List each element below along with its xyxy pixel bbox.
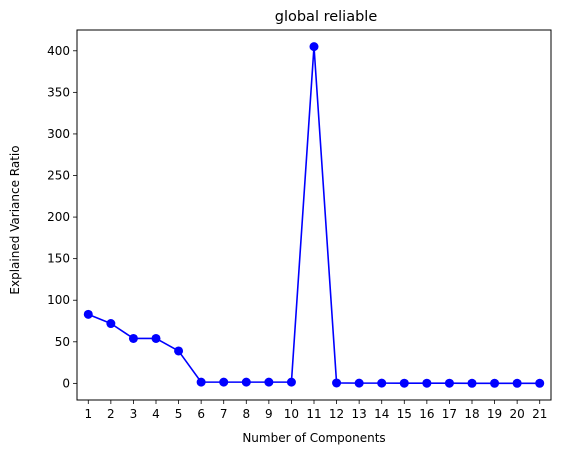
data-point xyxy=(355,379,364,388)
x-tick-label: 18 xyxy=(464,407,479,421)
series-line xyxy=(88,47,539,384)
data-point xyxy=(84,310,93,319)
y-tick-label: 0 xyxy=(62,376,70,390)
y-tick-label: 250 xyxy=(47,169,70,183)
x-tick-label: 5 xyxy=(175,407,183,421)
data-point xyxy=(197,378,206,387)
x-tick-label: 14 xyxy=(374,407,389,421)
data-point xyxy=(242,378,251,387)
data-point xyxy=(468,379,477,388)
y-tick-label: 400 xyxy=(47,44,70,58)
data-point xyxy=(174,346,183,355)
x-tick-label: 12 xyxy=(329,407,344,421)
x-tick-label: 3 xyxy=(130,407,138,421)
data-point xyxy=(310,42,319,51)
data-point xyxy=(219,378,228,387)
y-tick-label: 150 xyxy=(47,252,70,266)
data-point xyxy=(287,378,296,387)
x-tick-label: 11 xyxy=(306,407,321,421)
data-point xyxy=(377,379,386,388)
data-point xyxy=(535,379,544,388)
y-axis-label: Explained Variance Ratio xyxy=(8,145,22,294)
x-tick-label: 9 xyxy=(265,407,273,421)
x-tick-label: 4 xyxy=(152,407,160,421)
data-point xyxy=(152,334,161,343)
x-tick-label: 20 xyxy=(510,407,525,421)
data-point xyxy=(400,379,409,388)
y-tick-label: 200 xyxy=(47,210,70,224)
x-tick-label: 7 xyxy=(220,407,228,421)
series-layer xyxy=(84,42,544,388)
x-axis-label: Number of Components xyxy=(242,431,385,445)
x-tick-label: 1 xyxy=(84,407,92,421)
x-tick-label: 8 xyxy=(242,407,250,421)
x-tick-label: 17 xyxy=(442,407,457,421)
data-point xyxy=(264,378,273,387)
x-tick-label: 2 xyxy=(107,407,115,421)
x-axis: 1 2 3 4 5 6 7 8 9 10 11 12 13 14 15 16 17 18 19 20 21 xyxy=(84,400,547,421)
y-tick-label: 350 xyxy=(47,85,70,99)
x-tick-label: 16 xyxy=(419,407,434,421)
x-tick-label: 6 xyxy=(197,407,205,421)
plot-area xyxy=(77,30,551,400)
data-point xyxy=(422,379,431,388)
x-tick-label: 13 xyxy=(352,407,367,421)
data-point xyxy=(106,319,115,328)
y-tick-label: 100 xyxy=(47,293,70,307)
x-tick-label: 19 xyxy=(487,407,502,421)
x-tick-label: 21 xyxy=(532,407,547,421)
plot-frame xyxy=(77,30,551,400)
x-tick-label: 10 xyxy=(284,407,299,421)
data-point xyxy=(445,379,454,388)
data-point xyxy=(129,334,138,343)
y-axis: 0 50 100 150 200 250 300 350 400 xyxy=(47,44,77,391)
x-tick-label: 15 xyxy=(397,407,412,421)
chart-title: global reliable xyxy=(275,9,378,25)
y-tick-label: 50 xyxy=(55,335,70,349)
data-point xyxy=(332,378,341,387)
data-point xyxy=(513,379,522,388)
data-point xyxy=(490,379,499,388)
y-tick-label: 300 xyxy=(47,127,70,141)
